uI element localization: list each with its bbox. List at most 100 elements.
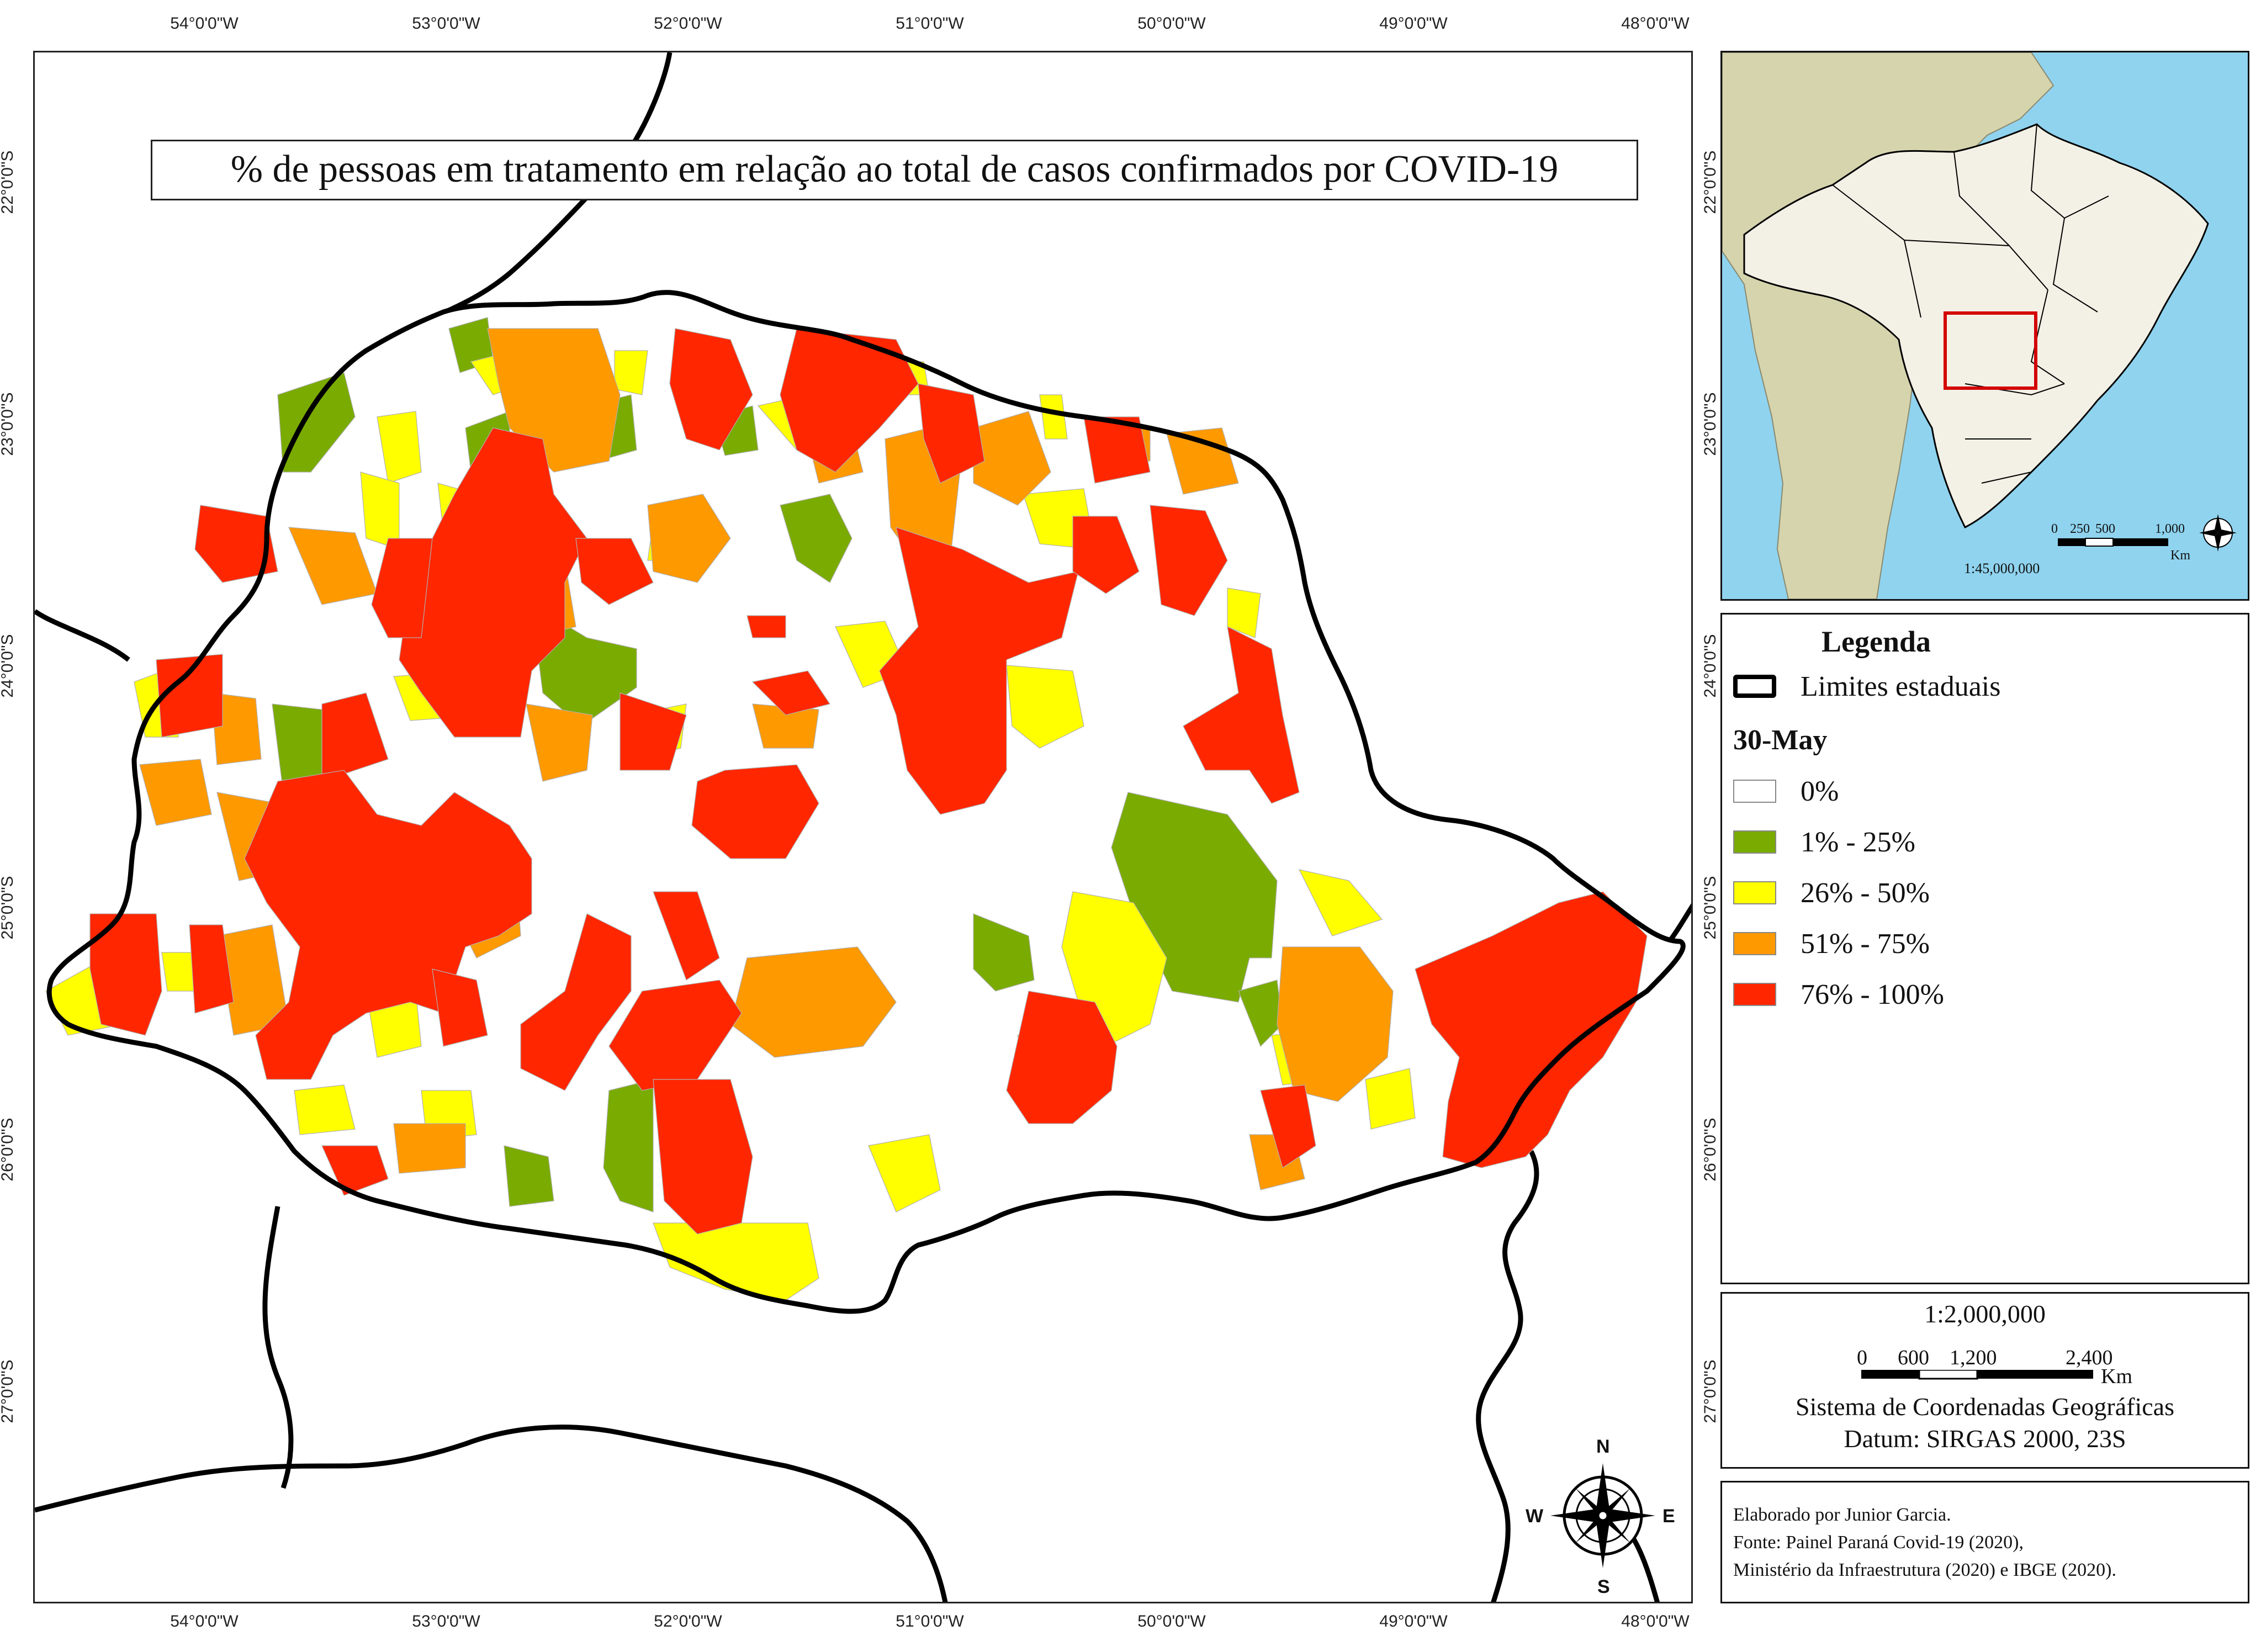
scale-unit: Km	[2101, 1365, 2132, 1388]
municipality-red	[780, 328, 919, 473]
compass-rose-icon	[1550, 1463, 1655, 1568]
scale-tick: 2,400	[2066, 1346, 2113, 1369]
inset-scale-tick: 1,000	[2155, 522, 2185, 536]
state-boundary	[262, 1206, 294, 1489]
inset-map-svg	[1722, 52, 2248, 599]
longitude-tick-bottom: 53°0'0"W	[412, 1612, 480, 1630]
municipality-yellow	[360, 472, 400, 550]
municipality-red	[653, 891, 720, 981]
main-map[interactable]: % de pessoas em tratamento em relação ao…	[33, 51, 1693, 1603]
longitude-tick-top: 50°0'0"W	[1137, 14, 1206, 33]
municipality-yellow	[1365, 1068, 1416, 1130]
credit-line: Ministério da Infraestrutura (2020) e IB…	[1733, 1560, 2116, 1580]
municipality-yellow	[868, 1134, 941, 1212]
legend-swatch-3	[1733, 932, 1776, 955]
legend-class-row: 1% - 25%	[1733, 825, 1915, 859]
municipality-yellow	[614, 350, 648, 395]
longitude-tick-bottom: 48°0'0"W	[1621, 1612, 1690, 1630]
longitude-tick-top: 52°0'0"W	[654, 14, 722, 33]
compass-east-label: E	[1662, 1506, 1675, 1527]
municipality-red	[669, 328, 753, 451]
municipality-green	[780, 494, 852, 583]
municipality-red	[520, 913, 632, 1091]
municipality-orange	[393, 1123, 466, 1174]
credit-line: Fonte: Painel Paraná Covid-19 (2020),	[1733, 1532, 2024, 1553]
municipality-red	[1083, 416, 1151, 484]
municipality-orange	[1277, 946, 1394, 1102]
compass-south-label: S	[1597, 1576, 1610, 1597]
legend-boundary-label: Limites estaduais	[1801, 670, 2001, 702]
longitude-tick-bottom: 50°0'0"W	[1137, 1612, 1206, 1630]
credits-panel: Elaborado por Junior Garcia. Fonte: Pain…	[1720, 1481, 2249, 1603]
municipality-orange	[211, 692, 262, 765]
municipality-red	[918, 383, 985, 484]
municipality-red	[1006, 991, 1118, 1124]
longitude-tick-bottom: 51°0'0"W	[896, 1612, 964, 1630]
legend-date: 30-May	[1733, 724, 1828, 756]
inset-scale-unit: Km	[2170, 548, 2190, 563]
legend-class-row: 0%	[1733, 775, 1839, 808]
map-title: % de pessoas em tratamento em relação ao…	[151, 140, 1638, 200]
inset-scale-tick: 500	[2095, 522, 2115, 536]
municipality-red	[321, 692, 389, 782]
scale-tick: 1,200	[1950, 1346, 1997, 1369]
municipality-yellow	[1227, 587, 1261, 638]
legend-class-label: 26% - 50%	[1801, 877, 1930, 909]
parana-map-svg	[35, 52, 1691, 1602]
longitude-tick-top: 48°0'0"W	[1621, 14, 1690, 33]
municipality-red	[691, 764, 819, 859]
municipality-yellow	[377, 411, 422, 484]
municipality-red	[1072, 516, 1140, 594]
longitude-tick-top: 51°0'0"W	[896, 14, 964, 33]
municipality-yellow	[1039, 394, 1068, 440]
scale-bar	[1861, 1370, 2093, 1380]
compass-north-label: N	[1596, 1436, 1610, 1457]
inset-scale-tick: 0	[2051, 522, 2058, 536]
credit-line: Elaborado por Junior Garcia.	[1733, 1505, 1951, 1525]
longitude-tick-top: 53°0'0"W	[412, 14, 480, 33]
municipality-red	[1260, 1084, 1316, 1168]
state-boundary	[35, 609, 130, 662]
scale-tick: 600	[1898, 1346, 1929, 1369]
scale-panel: 1:2,000,000 0 600 1,200 2,400 Km Sistema…	[1720, 1292, 2249, 1469]
inset-scale-tick: 250	[2070, 522, 2090, 536]
inset-locator-map[interactable]: 1:45,000,000 0 250 500 1,000 Km	[1720, 51, 2249, 601]
municipality-orange	[1166, 427, 1239, 495]
compass-west-label: W	[1526, 1506, 1544, 1527]
municipality-orange	[647, 494, 731, 583]
datum: Datum: SIRGAS 2000, 23S	[1844, 1425, 2126, 1453]
legend-panel: Legenda Limites estaduais 30-May 0% 1% -…	[1720, 613, 2249, 1284]
legend-swatch-4	[1733, 983, 1776, 1006]
municipality-yellow	[1298, 869, 1383, 936]
scale-tick: 0	[1857, 1346, 1867, 1369]
municipality-orange	[973, 411, 1051, 506]
longitude-tick-bottom: 49°0'0"W	[1379, 1612, 1448, 1630]
scale-ratio: 1:2,000,000	[1924, 1300, 2046, 1328]
legend-class-label: 51% - 75%	[1801, 928, 1930, 960]
inset-scale-bar	[2058, 538, 2168, 547]
inset-scale-ratio: 1:45,000,000	[1964, 560, 2040, 576]
longitude-tick-bottom: 52°0'0"W	[654, 1612, 722, 1630]
state-boundary	[35, 1425, 948, 1602]
parana-state-boundary	[46, 290, 1686, 1314]
municipality-green	[504, 1145, 554, 1207]
municipality-red	[653, 1079, 753, 1235]
legend-swatch-0	[1733, 780, 1776, 803]
municipality-red	[371, 538, 433, 638]
legend-title: Legenda	[1821, 625, 1931, 658]
municipality-green	[973, 913, 1035, 992]
municipality-orange	[139, 759, 212, 826]
municipality-red	[746, 615, 786, 638]
municipality-red	[89, 913, 162, 1036]
municipality-polygons	[45, 317, 1648, 1301]
municipality-red	[1415, 891, 1648, 1168]
legend-class-row: 76% - 100%	[1733, 978, 1944, 1011]
municipality-red	[189, 924, 234, 1014]
municipality-red	[575, 538, 654, 605]
municipality-red	[1183, 626, 1300, 804]
inset-state-borders	[1832, 124, 2109, 484]
longitude-tick-top: 49°0'0"W	[1379, 14, 1448, 33]
legend-swatch-2	[1733, 881, 1776, 904]
municipality-yellow	[294, 1084, 356, 1135]
municipality-red	[432, 968, 488, 1047]
